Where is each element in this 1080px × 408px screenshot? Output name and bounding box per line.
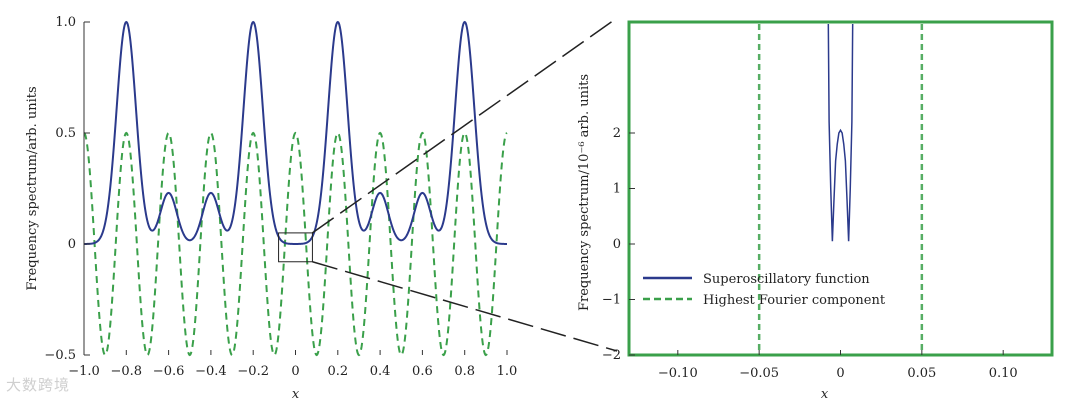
y-tick-label: 1.0 — [55, 15, 76, 30]
x-axis-label: x — [292, 387, 300, 402]
zoom-frame — [627, 20, 1054, 357]
x-tick-label: 1.0 — [497, 364, 518, 379]
x-tick-label: −0.05 — [739, 366, 779, 381]
zoom-connectors — [311, 17, 618, 352]
right-chart: −2 −1 0 1 2 −0.10 −0.05 0 0.05 0.10 x Frequency spe… — [577, 20, 1054, 402]
legend-label: Highest Fourier component — [703, 293, 886, 308]
x-tick-label: −1.0 — [68, 364, 100, 379]
x-tick-label: 0.05 — [907, 366, 936, 381]
y-axis-label: Frequency spectrum/10⁻⁶ arb. units — [577, 74, 592, 311]
x-tick-label: 0 — [291, 364, 299, 379]
left-chart: −0.5 0 0.5 1.0 −1.0 −0.8 −0.6 −0.4 −0.2 0 0.2 0.4 0.… — [25, 15, 517, 402]
x-tick-label: −0.4 — [195, 364, 227, 379]
connector-bottom — [312, 261, 618, 352]
x-tick-label: −0.8 — [111, 364, 143, 379]
x-axis-label: x — [821, 387, 829, 402]
y-tick-label: −0.5 — [44, 348, 76, 363]
y-axis-label: Frequency spectrum/arb. units — [25, 86, 40, 290]
y-tick-label: −1 — [602, 293, 621, 308]
y-tick-label: 2 — [613, 126, 621, 141]
x-tick-label: −0.2 — [237, 364, 269, 379]
connector-top — [311, 17, 618, 234]
y-tick-label: 0.5 — [55, 126, 76, 141]
y-tick-label: 0 — [613, 237, 621, 252]
x-tick-label: 0.8 — [454, 364, 475, 379]
x-tick-label: −0.10 — [658, 366, 698, 381]
x-tick-label: 0.2 — [327, 364, 348, 379]
series-superoscillatory-line — [84, 20, 507, 245]
y-tick-label: −2 — [602, 348, 621, 363]
x-tick-label: 0 — [836, 366, 844, 381]
x-tick-label: −0.6 — [153, 364, 185, 379]
x-tick-label: 0.6 — [412, 364, 433, 379]
legend-label: Superoscillatory function — [703, 272, 870, 287]
legend: Superoscillatory function Highest Fourier… — [643, 272, 886, 308]
x-tick-label: 0.4 — [370, 364, 391, 379]
series-superoscillatory-zoom-line — [827, 24, 854, 242]
watermark: 大数跨境 — [6, 376, 71, 394]
zoom-box — [278, 232, 313, 263]
y-tick-label: 1 — [613, 182, 621, 197]
x-tick-label: 0.10 — [989, 366, 1018, 381]
series-fourier-line — [83, 131, 508, 357]
y-tick-label: 0 — [68, 237, 76, 252]
